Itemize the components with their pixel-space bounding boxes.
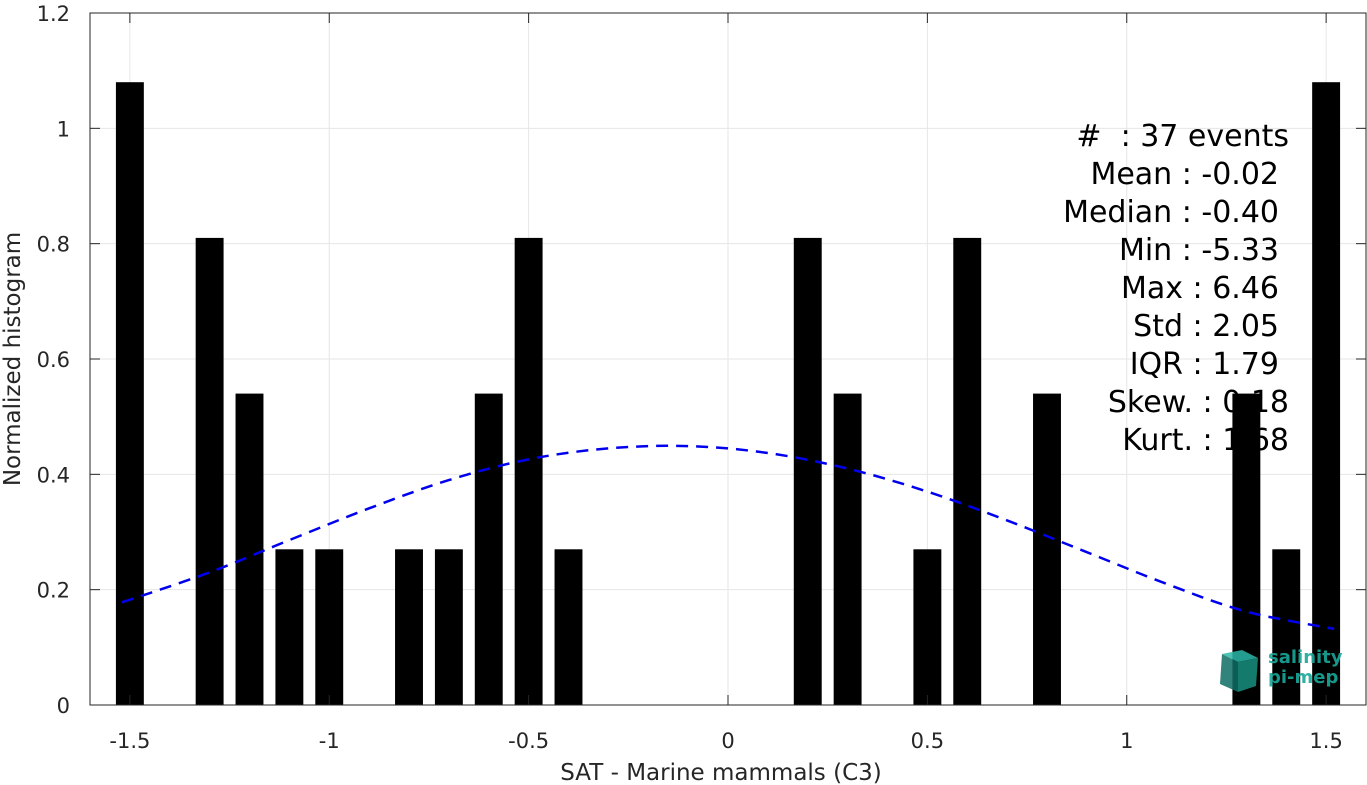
y-tick-label: 0.8: [37, 233, 70, 257]
x-tick-label: 0: [721, 729, 734, 753]
histogram-bar: [434, 549, 463, 705]
stat-kurt: Kurt. : 1.68: [1122, 423, 1289, 458]
histogram-bar: [913, 549, 942, 705]
histogram-bar: [115, 82, 144, 705]
stat-min: Min : -5.33: [1118, 233, 1279, 268]
y-tick-label: 0: [57, 694, 70, 718]
histogram-bar: [793, 237, 822, 705]
y-axis-label: Normalized histogram: [0, 232, 26, 486]
histogram-bar: [554, 549, 583, 705]
y-tick-label: 1: [57, 117, 70, 141]
x-axis-label: SAT - Marine mammals (C3): [560, 760, 882, 785]
stat-median: Median : -0.40: [1063, 195, 1279, 230]
histogram-bar: [395, 549, 423, 705]
histogram-bar: [315, 549, 344, 705]
histogram-bar: [514, 237, 543, 705]
histogram-bar: [474, 393, 503, 705]
logo-cube-icon: [1220, 650, 1258, 692]
histogram-bar: [235, 393, 264, 705]
x-tick-label: -1: [319, 729, 340, 753]
normal-fit-curve: [121, 444, 1335, 631]
histogram-bar: [1272, 549, 1301, 705]
stat-skew: Skew. : 0.18: [1107, 385, 1289, 420]
histogram-bar: [953, 237, 982, 705]
x-tick-label: 1.5: [1309, 729, 1342, 753]
stats-panel: # : 37 events Mean : -0.02 Median : -0.4…: [1063, 118, 1289, 460]
histogram-bar: [1033, 393, 1061, 705]
stat-mean: Mean : -0.02: [1090, 157, 1279, 192]
x-tick-label: -0.5: [508, 729, 549, 753]
x-tick-label: -1.5: [109, 729, 150, 753]
x-tick-label: 0.5: [911, 729, 944, 753]
stat-iqr: IQR : 1.79: [1129, 347, 1279, 382]
histogram-bar: [833, 393, 862, 705]
stat-std: Std : 2.05: [1133, 309, 1279, 344]
histogram-bar: [275, 549, 304, 705]
y-tick-label: 1.2: [37, 2, 70, 26]
y-tick-label: 0.6: [37, 348, 70, 372]
histogram-bar: [195, 237, 224, 705]
logo-text: salinity pi-mep: [1268, 648, 1343, 688]
stat-max: Max : 6.46: [1121, 271, 1279, 306]
logo-line2: pi-mep: [1268, 667, 1339, 688]
stat-count: # : 37 events: [1076, 119, 1289, 154]
x-ticks: -1.5 -1 -0.5 0 0.5 1 1.5: [109, 13, 1343, 753]
y-ticks: 0 0.2 0.4 0.6 0.8 1 1.2: [37, 2, 1366, 718]
y-tick-label: 0.4: [37, 463, 70, 487]
histogram-bar: [1312, 82, 1341, 705]
y-tick-label: 0.2: [37, 579, 70, 603]
x-tick-label: 1: [1120, 729, 1133, 753]
bars: [115, 82, 1341, 705]
logo-line1: salinity: [1268, 647, 1343, 668]
salinity-pimep-logo: salinity pi-mep: [1216, 648, 1348, 694]
